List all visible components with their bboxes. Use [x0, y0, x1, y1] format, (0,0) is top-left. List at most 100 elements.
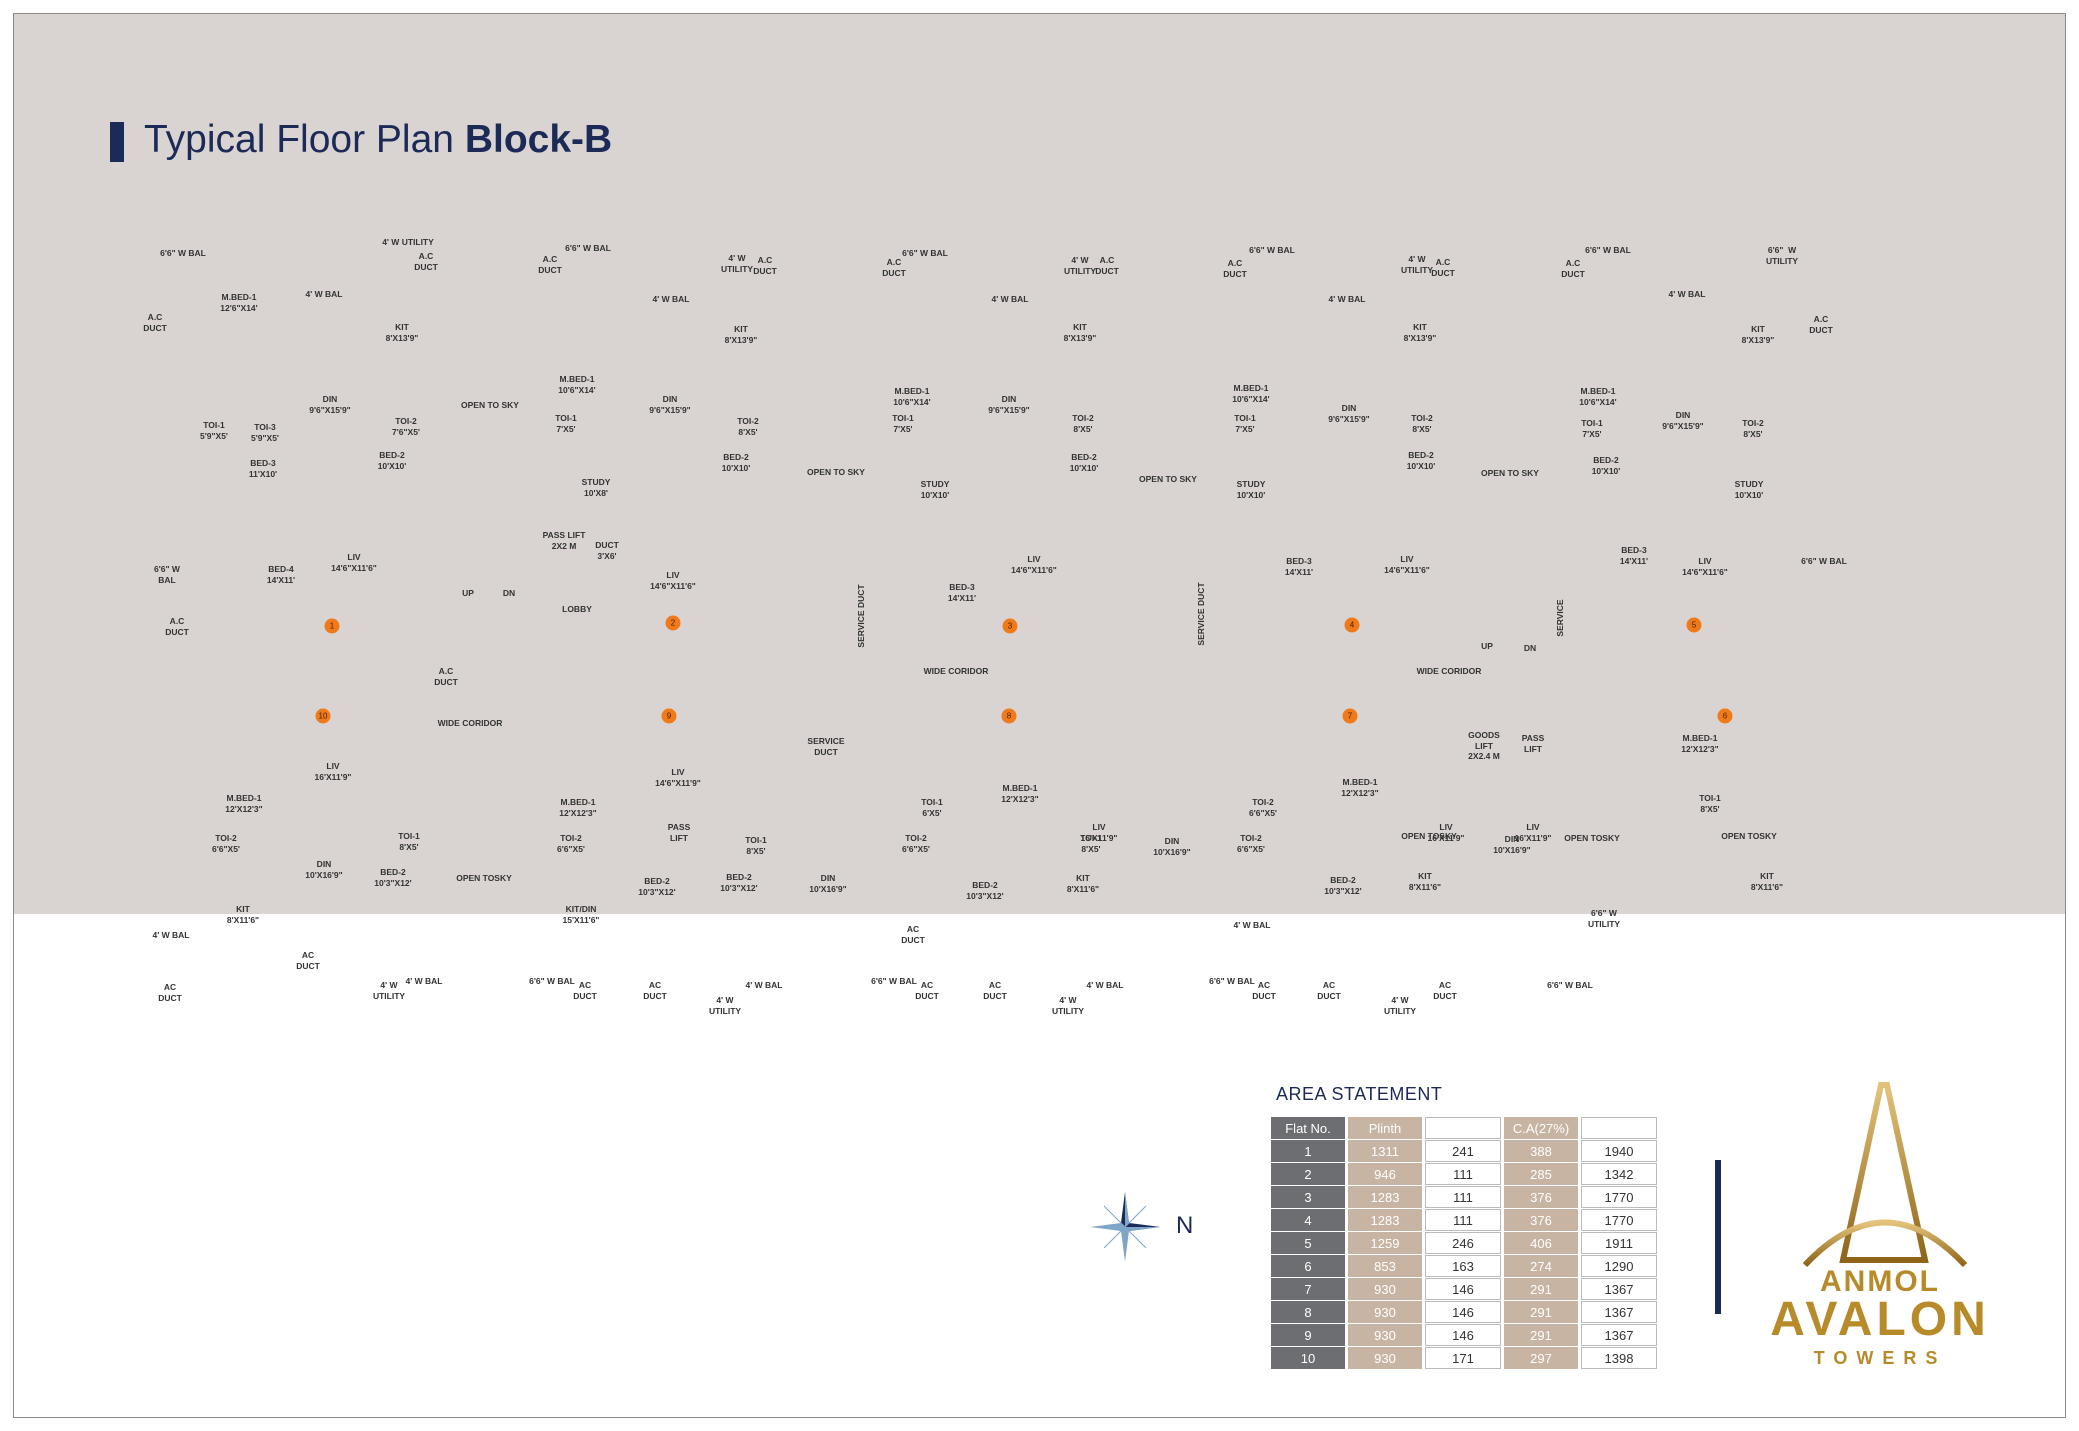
- plan-room-label: LIV 14'6"X11'6": [1384, 554, 1430, 575]
- plan-room-label: A.C DUCT: [414, 251, 438, 272]
- plan-room-label: TOI-2 6'6"X5': [212, 833, 240, 854]
- area-statement-table: Flat No. Plinth Balcony C.A(27%) Total 1…: [1268, 1116, 1660, 1370]
- plan-room-label: 4' W UTILITY: [1051, 995, 1085, 1016]
- cell-balcony: 146: [1425, 1301, 1501, 1323]
- header-balcony: Balcony: [1425, 1117, 1501, 1139]
- unit-number-marker: 10: [315, 708, 331, 724]
- plan-room-label: GOODS LIFT 2X2.4 M: [1468, 730, 1500, 762]
- cell-ca: 291: [1504, 1301, 1578, 1323]
- plan-room-label: DIN 9'6"X15'9": [649, 394, 691, 415]
- plan-room-label: DIN 9'6"X15'9": [1662, 410, 1704, 431]
- plan-room-label: 6'6" W BAL: [1249, 245, 1295, 255]
- cell-plinth: 1283: [1348, 1209, 1422, 1231]
- cell-ca: 406: [1504, 1232, 1578, 1254]
- plan-room-label: TOI-2 8'X5': [737, 416, 759, 437]
- cell-ca: 376: [1504, 1186, 1578, 1208]
- cell-total: 1367: [1581, 1324, 1657, 1346]
- plan-room-label: M.BED-1 12'X12'3": [559, 797, 597, 818]
- plan-room-label: TOI-1 6'X5': [921, 797, 943, 818]
- plan-room-label: DN: [502, 588, 516, 598]
- cell-flat-no: 9: [1271, 1324, 1345, 1346]
- cell-flat-no: 7: [1271, 1278, 1345, 1300]
- plan-room-label: 6'6" W BAL: [1209, 976, 1255, 986]
- service-duct-label: SERVICE DUCT: [1196, 582, 1206, 646]
- cell-ca: 291: [1504, 1278, 1578, 1300]
- plan-room-label: PASS LIFT: [667, 822, 691, 843]
- plan-room-label: TOI-2 6'6"X5': [557, 833, 585, 854]
- plan-room-label: TOI-3 5'9"X5': [251, 422, 279, 443]
- plan-room-label: 4' W BAL: [652, 294, 690, 304]
- plan-room-label: 4' W BAL: [745, 980, 783, 990]
- plan-room-label: WIDE CORIDOR: [437, 718, 503, 728]
- cell-total: 1398: [1581, 1347, 1657, 1369]
- plan-room-label: AC DUCT: [296, 950, 320, 971]
- cell-balcony: 246: [1425, 1232, 1501, 1254]
- cell-plinth: 1259: [1348, 1232, 1422, 1254]
- plan-room-label: DUCT 3'X6': [595, 540, 619, 561]
- plan-room-label: 4' W BAL: [1328, 294, 1366, 304]
- plan-room-label: KIT 8'X13'9": [724, 324, 758, 345]
- compass-north-label: N: [1176, 1212, 1194, 1239]
- plan-room-label: STUDY 10'X10': [1236, 479, 1266, 500]
- plan-room-label: 4' W BAL: [1233, 920, 1271, 930]
- page-title: Typical Floor Plan Block-B: [144, 118, 612, 162]
- cell-total: 1770: [1581, 1209, 1657, 1231]
- plan-room-label: 6'6" W BAL: [154, 564, 180, 585]
- cell-total: 1940: [1581, 1140, 1657, 1162]
- plan-room-label: 4' W BAL: [305, 289, 343, 299]
- plan-room-label: 6'6" W BAL: [160, 248, 206, 258]
- plan-room-label: DIN 10'X16'9": [1493, 834, 1531, 855]
- cell-balcony: 111: [1425, 1163, 1501, 1185]
- plan-room-label: OPEN TO SKY: [1139, 474, 1197, 484]
- service-duct-label: SERVICE: [1555, 599, 1565, 637]
- cell-ca: 376: [1504, 1209, 1578, 1231]
- cell-plinth: 1283: [1348, 1186, 1422, 1208]
- unit-number-marker: 6: [1717, 708, 1733, 724]
- cell-flat-no: 8: [1271, 1301, 1345, 1323]
- header-total: Total: [1581, 1117, 1657, 1139]
- plan-room-label: M.BED-1 10'6"X14': [558, 374, 596, 395]
- plan-room-label: KIT 8'X11'6": [1066, 873, 1100, 894]
- header-plinth: Plinth: [1348, 1117, 1422, 1139]
- plan-room-label: AC DUCT: [901, 924, 925, 945]
- table-row: 8 930 146 291 1367: [1271, 1301, 1657, 1323]
- plan-room-label: A.C DUCT: [1095, 255, 1119, 276]
- cell-flat-no: 5: [1271, 1232, 1345, 1254]
- plan-room-label: LOBBY: [562, 604, 592, 614]
- plan-room-label: A.C DUCT: [1561, 258, 1585, 279]
- plan-room-label: BED-2 10'X10': [1406, 450, 1436, 471]
- plan-room-label: 4' W BAL: [1668, 289, 1706, 299]
- cell-ca: 285: [1504, 1163, 1578, 1185]
- cell-total: 1290: [1581, 1255, 1657, 1277]
- plan-room-label: TOI-2 8'X5': [1742, 418, 1764, 439]
- plan-room-label: BED-2 10'3"X12': [638, 876, 676, 897]
- plan-room-label: BED-2 10'X10': [1069, 452, 1099, 473]
- plan-room-label: TOI-1 7'X5': [1581, 418, 1603, 439]
- unit-number-marker: 4: [1344, 617, 1360, 633]
- plan-room-label: A.C DUCT: [753, 255, 777, 276]
- plan-room-label: 6'6" W BAL: [529, 976, 575, 986]
- logo-text-towers: TOWERS: [1813, 1348, 1947, 1368]
- plan-room-label: TOI-1 7'X5': [555, 413, 577, 434]
- title-prefix: Typical Floor Plan: [144, 118, 454, 161]
- plan-room-label: KIT 8'X11'6": [1750, 871, 1784, 892]
- plan-room-label: DIN 9'6"X15'9": [309, 394, 351, 415]
- unit-number-marker: 2: [665, 615, 681, 631]
- table-header-row: Flat No. Plinth Balcony C.A(27%) Total: [1271, 1117, 1657, 1139]
- plan-room-label: A.C DUCT: [165, 616, 189, 637]
- plan-room-label: KIT 8'X13'9": [1741, 324, 1775, 345]
- plan-room-label: M.BED-1 12'X12'3": [1341, 777, 1379, 798]
- table-row: 1 1311 241 388 1940: [1271, 1140, 1657, 1162]
- plan-room-label: TOI-2 8'X5': [1411, 413, 1433, 434]
- cell-flat-no: 6: [1271, 1255, 1345, 1277]
- plan-room-label: KIT 8'X11'6": [1408, 871, 1442, 892]
- plan-room-label: A.C DUCT: [882, 257, 906, 278]
- cell-ca: 274: [1504, 1255, 1578, 1277]
- plan-room-label: LIV 14'6"X11'6": [650, 570, 696, 591]
- plan-room-label: 6'6" W BAL: [565, 243, 611, 253]
- plan-room-label: OPEN TOSKY: [1721, 831, 1777, 841]
- cell-balcony: 111: [1425, 1186, 1501, 1208]
- plan-room-label: DIN 10'X16'9": [1153, 836, 1191, 857]
- plan-room-label: PASS LIFT: [1521, 733, 1545, 754]
- plan-room-label: KIT/DIN 15'X11'6": [562, 904, 600, 925]
